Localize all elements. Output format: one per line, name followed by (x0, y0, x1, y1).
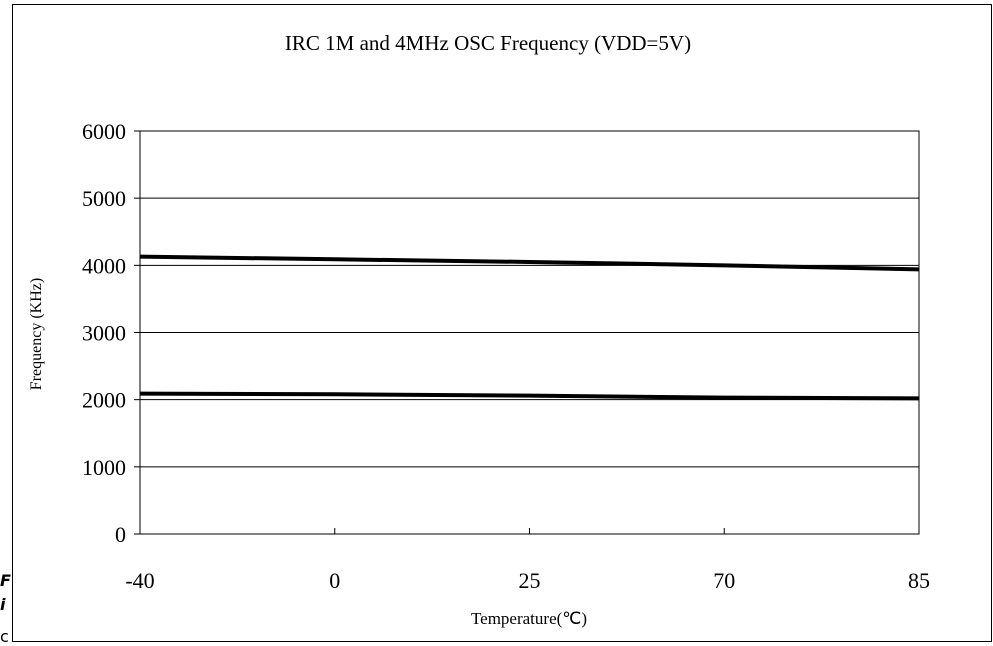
x-tick-label: 85 (908, 568, 930, 593)
left-cut-text-1: F (0, 572, 11, 590)
y-tick-label: 6000 (82, 119, 126, 144)
y-axis-ticks: 0 1000 2000 3000 4000 5000 6000 (82, 119, 140, 547)
x-tick-label: 0 (329, 568, 340, 593)
series-line-1 (139, 254, 920, 272)
y-tick-label: 5000 (82, 186, 126, 211)
x-tick-label: 70 (713, 568, 735, 593)
chart-title: IRC 1M and 4MHz OSC Frequency (VDD=5V) (285, 31, 691, 55)
series-line-2 (139, 391, 920, 401)
y-tick-label: 4000 (82, 253, 126, 278)
series-lines (139, 254, 920, 401)
y-tick-label: 3000 (82, 321, 126, 346)
x-axis-label: Temperature(℃) (471, 609, 587, 628)
grid-lines (140, 197, 919, 468)
x-tick-label: 25 (519, 568, 541, 593)
y-tick-label: 0 (115, 522, 126, 547)
left-cut-text-3: c (0, 628, 9, 646)
y-tick-label: 1000 (82, 455, 126, 480)
chart-frame (12, 4, 992, 642)
x-tick-label: -40 (125, 568, 154, 593)
y-axis-label: Frequency (KHz) (28, 278, 45, 390)
x-axis-ticks: -40 0 25 70 85 (125, 528, 930, 593)
left-cut-text-2: i (0, 596, 6, 614)
y-tick-label: 2000 (82, 388, 126, 413)
